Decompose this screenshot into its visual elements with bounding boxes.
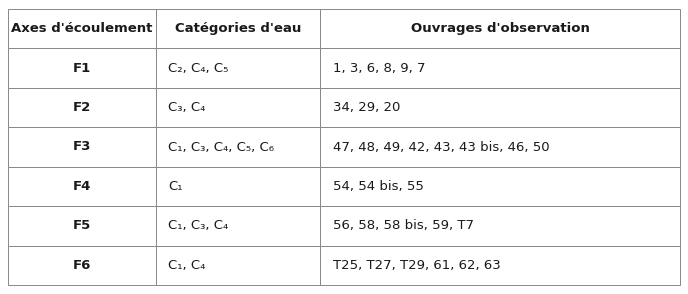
Text: C₁: C₁	[169, 180, 183, 193]
Bar	[156, 9, 321, 48]
Bar	[8, 246, 156, 285]
Text: 54, 54 bis, 55: 54, 54 bis, 55	[333, 180, 424, 193]
Text: 47, 48, 49, 42, 43, 43 bis, 46, 50: 47, 48, 49, 42, 43, 43 bis, 46, 50	[333, 141, 550, 153]
Bar	[8, 88, 156, 127]
Bar	[321, 246, 680, 285]
Text: C₁, C₄: C₁, C₄	[169, 259, 206, 272]
Text: F1: F1	[73, 61, 92, 75]
Text: Catégories d'eau: Catégories d'eau	[175, 22, 301, 35]
Bar	[8, 48, 156, 88]
Text: C₃, C₄: C₃, C₄	[169, 101, 206, 114]
Bar	[8, 9, 156, 48]
Bar	[8, 206, 156, 246]
Bar	[156, 206, 321, 246]
Text: F2: F2	[73, 101, 92, 114]
Text: Axes d'écoulement: Axes d'écoulement	[12, 22, 153, 35]
Bar	[321, 167, 680, 206]
Bar	[8, 167, 156, 206]
Bar	[321, 88, 680, 127]
Text: T25, T27, T29, 61, 62, 63: T25, T27, T29, 61, 62, 63	[333, 259, 501, 272]
Bar	[321, 127, 680, 167]
Text: C₂, C₄, C₅: C₂, C₄, C₅	[169, 61, 228, 75]
Text: F5: F5	[73, 219, 92, 233]
Text: F6: F6	[73, 259, 92, 272]
Bar	[321, 206, 680, 246]
Bar	[321, 48, 680, 88]
Bar	[156, 48, 321, 88]
Bar	[156, 88, 321, 127]
Bar	[8, 127, 156, 167]
Bar	[321, 9, 680, 48]
Text: F3: F3	[73, 141, 92, 153]
Text: 56, 58, 58 bis, 59, T7: 56, 58, 58 bis, 59, T7	[333, 219, 474, 233]
Bar	[156, 167, 321, 206]
Text: C₁, C₃, C₄: C₁, C₃, C₄	[169, 219, 228, 233]
Text: 1, 3, 6, 8, 9, 7: 1, 3, 6, 8, 9, 7	[333, 61, 425, 75]
Text: 34, 29, 20: 34, 29, 20	[333, 101, 400, 114]
Bar	[156, 246, 321, 285]
Text: C₁, C₃, C₄, C₅, C₆: C₁, C₃, C₄, C₅, C₆	[169, 141, 275, 153]
Bar	[156, 127, 321, 167]
Text: Ouvrages d'observation: Ouvrages d'observation	[411, 22, 590, 35]
Text: F4: F4	[73, 180, 92, 193]
